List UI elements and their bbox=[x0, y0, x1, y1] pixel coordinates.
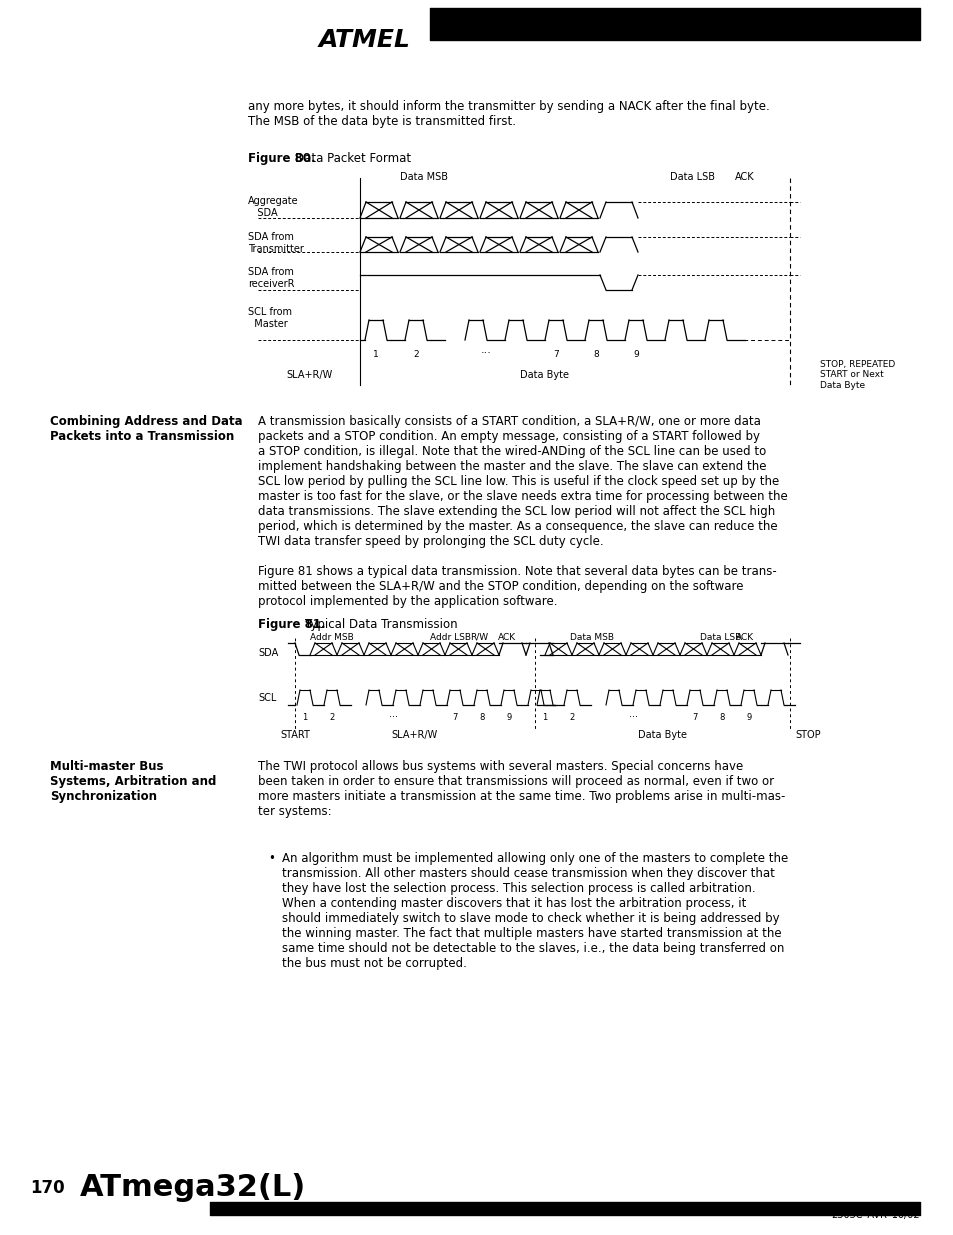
Text: SLA+R/W: SLA+R/W bbox=[392, 730, 437, 740]
Text: 8: 8 bbox=[593, 350, 598, 359]
Text: 1: 1 bbox=[373, 350, 378, 359]
Text: START: START bbox=[280, 730, 310, 740]
Text: Data Byte: Data Byte bbox=[638, 730, 686, 740]
Text: R/W: R/W bbox=[470, 634, 488, 642]
Text: Data MSB: Data MSB bbox=[399, 172, 448, 182]
Text: ACK: ACK bbox=[497, 634, 516, 642]
Text: ATMEL: ATMEL bbox=[318, 28, 411, 52]
Text: Addr LSB: Addr LSB bbox=[430, 634, 471, 642]
Text: 170: 170 bbox=[30, 1179, 65, 1197]
Text: 9: 9 bbox=[745, 713, 751, 722]
Text: 9: 9 bbox=[633, 350, 639, 359]
Text: Figure 81 shows a typical data transmission. Note that several data bytes can be: Figure 81 shows a typical data transmiss… bbox=[257, 564, 776, 608]
Text: Aggregate
   SDA: Aggregate SDA bbox=[248, 196, 298, 217]
Text: 8: 8 bbox=[478, 713, 484, 722]
Text: Data Byte: Data Byte bbox=[520, 370, 569, 380]
Text: 2: 2 bbox=[329, 713, 335, 722]
Text: 2: 2 bbox=[413, 350, 418, 359]
Text: STOP, REPEATED
START or Next
Data Byte: STOP, REPEATED START or Next Data Byte bbox=[820, 359, 894, 390]
Text: ACK: ACK bbox=[734, 172, 754, 182]
Text: STOP: STOP bbox=[794, 730, 820, 740]
Text: Data LSB: Data LSB bbox=[669, 172, 714, 182]
Text: ACK: ACK bbox=[735, 634, 753, 642]
Text: 7: 7 bbox=[692, 713, 697, 722]
Text: SDA from
Transmitter: SDA from Transmitter bbox=[248, 232, 304, 254]
Text: 9: 9 bbox=[506, 713, 511, 722]
Text: Typical Data Transmission: Typical Data Transmission bbox=[305, 618, 457, 631]
Text: SCL: SCL bbox=[257, 693, 276, 703]
Text: SDA from
receiverR: SDA from receiverR bbox=[248, 267, 294, 289]
Text: 7: 7 bbox=[553, 350, 558, 359]
Text: SLA+R/W: SLA+R/W bbox=[287, 370, 333, 380]
Text: •: • bbox=[268, 852, 274, 864]
Text: 1: 1 bbox=[302, 713, 307, 722]
Text: 8: 8 bbox=[719, 713, 724, 722]
Text: 2: 2 bbox=[569, 713, 574, 722]
Text: A transmission basically consists of a START condition, a SLA+R/W, one or more d: A transmission basically consists of a S… bbox=[257, 415, 787, 548]
Text: Figure 81.: Figure 81. bbox=[257, 618, 325, 631]
Text: ATmega32(L): ATmega32(L) bbox=[80, 1173, 306, 1203]
Text: Multi-master Bus
Systems, Arbitration and
Synchronization: Multi-master Bus Systems, Arbitration an… bbox=[50, 760, 216, 803]
Text: An algorithm must be implemented allowing only one of the masters to complete th: An algorithm must be implemented allowin… bbox=[282, 852, 787, 969]
Text: Figure 80.: Figure 80. bbox=[248, 152, 315, 165]
Text: any more bytes, it should inform the transmitter by sending a NACK after the fin: any more bytes, it should inform the tra… bbox=[248, 100, 769, 128]
Text: Data MSB: Data MSB bbox=[569, 634, 614, 642]
Text: ...: ... bbox=[389, 709, 397, 719]
Text: Data LSB: Data LSB bbox=[700, 634, 740, 642]
Text: 7: 7 bbox=[452, 713, 457, 722]
Text: Combining Address and Data
Packets into a Transmission: Combining Address and Data Packets into … bbox=[50, 415, 242, 443]
Text: ...: ... bbox=[480, 345, 491, 354]
Text: ...: ... bbox=[628, 709, 638, 719]
Text: SCL from
  Master: SCL from Master bbox=[248, 308, 292, 329]
Text: Addr MSB: Addr MSB bbox=[310, 634, 354, 642]
Text: Data Packet Format: Data Packet Format bbox=[294, 152, 411, 165]
Text: 2503C–AVR–10/02: 2503C–AVR–10/02 bbox=[830, 1210, 919, 1220]
Text: SDA: SDA bbox=[257, 648, 278, 658]
Text: The TWI protocol allows bus systems with several masters. Special concerns have
: The TWI protocol allows bus systems with… bbox=[257, 760, 784, 818]
Text: 1: 1 bbox=[542, 713, 547, 722]
